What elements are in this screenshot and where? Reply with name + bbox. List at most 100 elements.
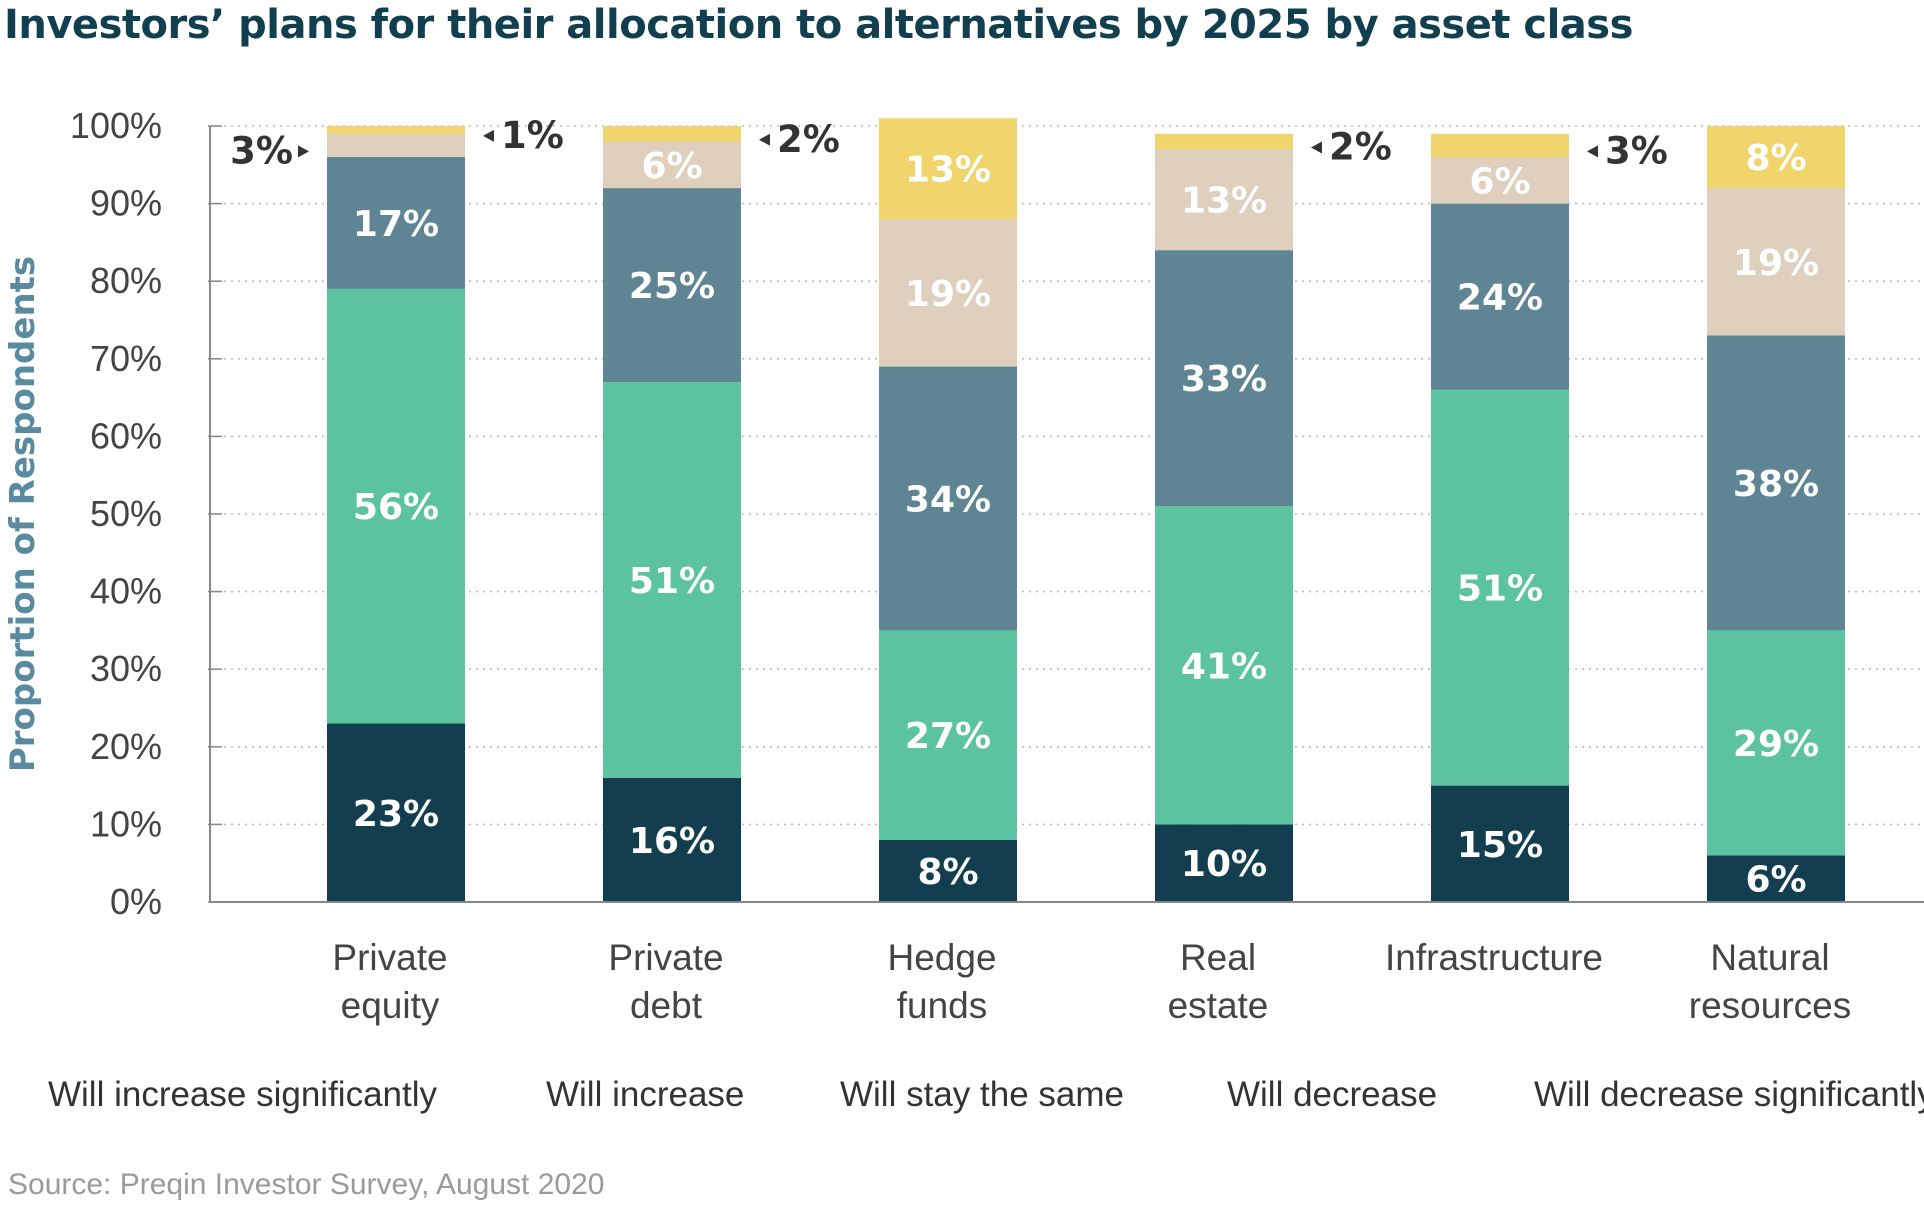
data-label: 27% bbox=[905, 716, 991, 757]
callout-label: 3% bbox=[1605, 129, 1668, 172]
callout-label: 1% bbox=[501, 114, 564, 157]
category-label: funds bbox=[897, 985, 988, 1026]
data-label: 15% bbox=[1457, 825, 1543, 866]
bar-will-increase-real-estate bbox=[1155, 506, 1293, 825]
y-tick-label: 10% bbox=[90, 803, 162, 844]
bar-will-stay-the-same-real-estate bbox=[1155, 250, 1293, 507]
bar-will-decrease-significantly-real-estate bbox=[1155, 133, 1293, 150]
bar-will-increase-private-debt bbox=[603, 382, 741, 778]
bar-will-increase-significantly-infrastructure bbox=[1431, 785, 1569, 902]
y-tick-label: 60% bbox=[90, 415, 162, 456]
category-label: Private bbox=[608, 937, 723, 978]
callout-label: 3% bbox=[230, 129, 293, 172]
chart-title: Investors’ plans for their allocation to… bbox=[4, 2, 1633, 48]
bar-will-decrease-significantly-private-equity bbox=[327, 126, 465, 134]
y-tick-label: 100% bbox=[70, 105, 162, 146]
data-label: 29% bbox=[1733, 724, 1819, 765]
category-label: estate bbox=[1168, 985, 1269, 1026]
y-tick-label: 50% bbox=[90, 493, 162, 534]
data-label: 17% bbox=[353, 204, 439, 245]
bar-will-increase-hedge-funds bbox=[879, 630, 1017, 840]
callout-arrow bbox=[483, 129, 494, 142]
category-label: resources bbox=[1689, 985, 1851, 1026]
y-tick-label: 90% bbox=[90, 183, 162, 224]
category-label: Infrastructure bbox=[1385, 937, 1603, 978]
data-label: 13% bbox=[1181, 181, 1267, 222]
stacked-bar-chart: 0% 10% 20% 30% 40% 50% 60% 70% 80% 90% 100% Proport… bbox=[3, 105, 1924, 1026]
bar-will-decrease-private-equity bbox=[327, 133, 465, 158]
bar-will-stay-the-same-private-debt bbox=[603, 188, 741, 383]
legend-item-will-increase-significantly: Will increase significantly bbox=[48, 1075, 438, 1114]
y-tick-label: 20% bbox=[90, 726, 162, 767]
callout-arrow bbox=[759, 133, 770, 146]
data-label: 6% bbox=[1745, 860, 1806, 901]
y-tick-label: 80% bbox=[90, 260, 162, 301]
gridlines bbox=[210, 125, 1924, 826]
bar-will-increase-significantly-natural-resources bbox=[1707, 855, 1845, 902]
category-labels: Private equity Private debt Hedge funds Real es… bbox=[332, 937, 1851, 1026]
data-label: 25% bbox=[629, 266, 715, 307]
bar-will-increase-private-equity bbox=[327, 288, 465, 724]
data-label: 51% bbox=[629, 561, 715, 602]
data-label: 13% bbox=[905, 150, 991, 191]
legend: Will increase significantly Will increas… bbox=[0, 1075, 1924, 1125]
y-tick-label: 40% bbox=[90, 571, 162, 612]
legend-item-will-decrease-significantly: Will decrease significantly bbox=[1534, 1075, 1924, 1114]
y-tick-label: 70% bbox=[90, 338, 162, 379]
bar-will-stay-the-same-natural-resources bbox=[1707, 335, 1845, 631]
category-label: equity bbox=[341, 985, 440, 1026]
y-tick-label: 0% bbox=[110, 881, 162, 922]
legend-item-will-decrease: Will decrease bbox=[1227, 1075, 1438, 1114]
data-label: 6% bbox=[1469, 161, 1530, 202]
data-label: 56% bbox=[353, 487, 439, 528]
callout-label: 2% bbox=[1329, 126, 1392, 169]
bar-will-increase-natural-resources bbox=[1707, 630, 1845, 856]
bar-will-stay-the-same-hedge-funds bbox=[879, 366, 1017, 631]
bar-will-decrease-hedge-funds bbox=[879, 219, 1017, 367]
bar-will-decrease-significantly-hedge-funds bbox=[879, 118, 1017, 220]
y-tick-label: 30% bbox=[90, 648, 162, 689]
callout-arrow bbox=[298, 145, 309, 158]
data-label: 34% bbox=[905, 479, 991, 520]
data-label: 41% bbox=[1181, 646, 1267, 687]
legend-item-will-increase: Will increase bbox=[546, 1075, 745, 1114]
data-label: 8% bbox=[1745, 138, 1806, 179]
bars bbox=[327, 118, 1845, 902]
data-label: 19% bbox=[905, 274, 991, 315]
callout-arrow bbox=[1587, 145, 1598, 158]
bar-will-increase-significantly-real-estate bbox=[1155, 824, 1293, 902]
legend-item-will-stay-the-same: Will stay the same bbox=[840, 1075, 1124, 1114]
y-axis-title: Proportion of Respondents bbox=[3, 256, 43, 772]
callout-label: 2% bbox=[777, 118, 840, 161]
bar-will-stay-the-same-private-equity bbox=[327, 157, 465, 289]
data-label: 33% bbox=[1181, 359, 1267, 400]
data-labels: 23% 56% 17% 16% 51% 25% 6% 8% 27% 34% 19% 13% 10% 41%… bbox=[353, 138, 1819, 901]
data-label: 23% bbox=[353, 794, 439, 835]
bar-will-decrease-significantly-infrastructure bbox=[1431, 133, 1569, 158]
bar-will-decrease-infrastructure bbox=[1431, 157, 1569, 204]
category-label: Hedge bbox=[887, 937, 996, 978]
data-label: 6% bbox=[641, 146, 702, 187]
data-label: 24% bbox=[1457, 278, 1543, 319]
data-label: 8% bbox=[917, 852, 978, 893]
data-label: 38% bbox=[1733, 464, 1819, 505]
bar-will-decrease-private-debt bbox=[603, 141, 741, 189]
bar-will-increase-significantly-private-equity bbox=[327, 723, 465, 902]
data-label: 16% bbox=[629, 821, 715, 862]
source-note: Source: Preqin Investor Survey, August 2… bbox=[8, 1168, 605, 1201]
callout-arrow bbox=[1311, 141, 1322, 154]
bar-will-decrease-natural-resources bbox=[1707, 188, 1845, 336]
axes: 0% 10% 20% 30% 40% 50% 60% 70% 80% 90% 100% Proport… bbox=[3, 105, 1924, 922]
category-label: Natural bbox=[1710, 937, 1829, 978]
bar-will-increase-significantly-private-debt bbox=[603, 777, 741, 902]
bar-will-stay-the-same-infrastructure bbox=[1431, 203, 1569, 390]
data-label: 19% bbox=[1733, 243, 1819, 284]
bar-will-decrease-significantly-private-debt bbox=[603, 126, 741, 142]
bar-will-decrease-significantly-natural-resources bbox=[1707, 126, 1845, 189]
bar-will-decrease-real-estate bbox=[1155, 149, 1293, 251]
category-label: Private bbox=[332, 937, 447, 978]
data-label: 51% bbox=[1457, 569, 1543, 610]
bar-will-increase-infrastructure bbox=[1431, 389, 1569, 786]
data-label: 10% bbox=[1181, 844, 1267, 885]
category-label: Real bbox=[1180, 937, 1256, 978]
